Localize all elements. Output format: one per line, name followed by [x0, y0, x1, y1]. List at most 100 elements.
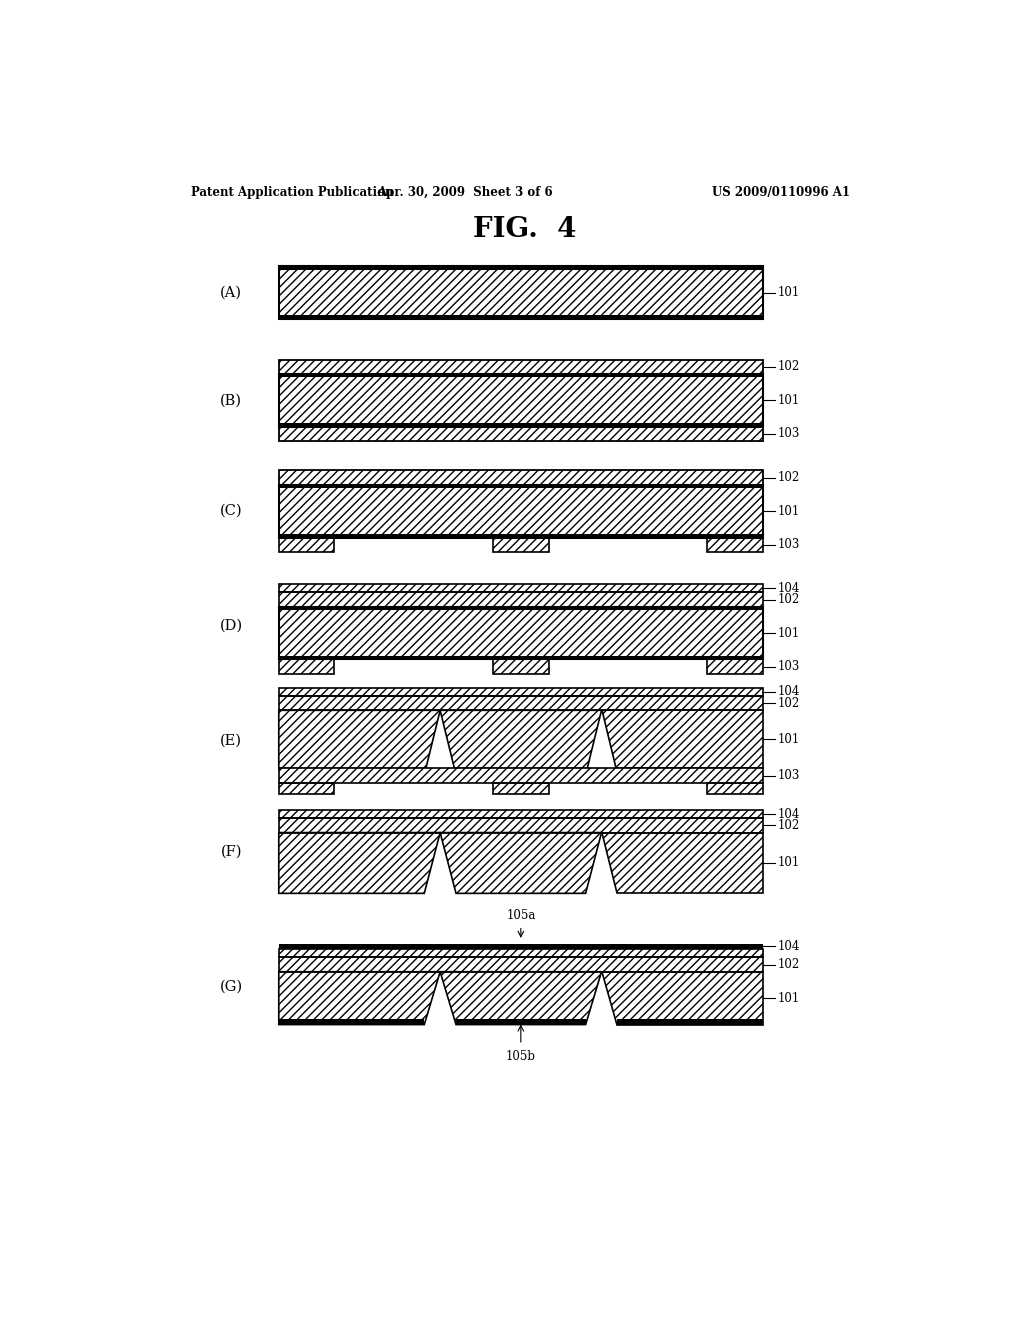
Bar	[279, 688, 763, 696]
Text: 102: 102	[777, 958, 800, 972]
Bar	[708, 660, 763, 673]
Text: 105b: 105b	[506, 1049, 536, 1063]
Text: 105a: 105a	[506, 908, 536, 921]
Bar	[617, 1019, 763, 1024]
Bar	[279, 267, 763, 319]
Bar	[279, 696, 763, 710]
Text: 101: 101	[777, 286, 800, 300]
Bar	[493, 783, 549, 795]
Text: 102: 102	[777, 593, 800, 606]
Bar	[279, 818, 763, 833]
Polygon shape	[279, 972, 440, 1024]
Text: 101: 101	[777, 393, 800, 407]
Text: 102: 102	[777, 360, 800, 374]
Bar	[279, 944, 763, 949]
Bar	[279, 768, 763, 783]
Bar	[279, 783, 335, 795]
Bar	[279, 656, 763, 660]
Bar	[279, 607, 763, 660]
Bar	[279, 583, 763, 593]
Bar	[279, 696, 763, 710]
Bar	[279, 583, 763, 593]
Text: 103: 103	[777, 770, 800, 781]
Bar	[708, 537, 763, 552]
Text: 104: 104	[777, 685, 800, 698]
Bar	[279, 809, 763, 818]
Bar	[279, 783, 335, 795]
Bar	[279, 688, 763, 696]
Bar	[279, 470, 763, 484]
Bar	[279, 484, 763, 488]
Text: 104: 104	[777, 940, 800, 953]
Bar	[279, 470, 763, 484]
Bar	[279, 696, 763, 710]
Bar	[279, 374, 763, 426]
Bar	[279, 1019, 295, 1024]
Text: 102: 102	[777, 471, 800, 484]
Bar	[279, 315, 763, 319]
Bar	[279, 607, 763, 660]
Text: 104: 104	[777, 582, 800, 594]
Text: (C): (C)	[220, 504, 243, 517]
Bar	[279, 818, 763, 833]
Bar	[279, 949, 763, 957]
Bar	[279, 593, 763, 607]
Bar	[279, 359, 763, 374]
Text: 101: 101	[777, 504, 800, 517]
Bar	[279, 267, 763, 269]
Bar	[279, 374, 763, 426]
Bar	[493, 660, 549, 673]
Text: Patent Application Publication: Patent Application Publication	[191, 186, 394, 199]
Bar	[456, 1019, 586, 1024]
Bar	[708, 783, 763, 795]
Bar	[493, 783, 549, 795]
Bar	[279, 768, 763, 783]
Text: 103: 103	[777, 539, 800, 552]
Polygon shape	[440, 833, 601, 894]
Bar	[279, 949, 763, 957]
Bar	[708, 537, 763, 552]
Polygon shape	[279, 833, 440, 894]
Bar	[708, 783, 763, 795]
Bar	[748, 1019, 763, 1024]
Bar	[708, 783, 763, 795]
Bar	[279, 484, 763, 537]
Polygon shape	[601, 972, 763, 1024]
Bar	[279, 957, 763, 972]
Bar	[279, 359, 763, 374]
Bar	[279, 470, 763, 484]
Bar	[493, 660, 549, 673]
Bar	[279, 537, 335, 552]
Bar	[279, 809, 763, 818]
Polygon shape	[440, 710, 601, 768]
Text: 101: 101	[777, 991, 800, 1005]
Text: (B): (B)	[220, 393, 242, 408]
Bar	[279, 484, 763, 537]
Text: FIG.  4: FIG. 4	[473, 216, 577, 243]
Text: 101: 101	[777, 733, 800, 746]
Bar	[708, 537, 763, 552]
Text: 102: 102	[777, 697, 800, 710]
Bar	[279, 267, 763, 319]
Bar	[279, 818, 763, 833]
Bar	[708, 660, 763, 673]
Bar	[279, 267, 763, 319]
Bar	[279, 660, 335, 673]
Bar	[279, 374, 763, 378]
Bar	[279, 359, 763, 374]
Text: 101: 101	[777, 627, 800, 640]
Bar	[279, 537, 335, 552]
Text: (G): (G)	[219, 979, 243, 994]
Bar	[493, 783, 549, 795]
Text: US 2009/0110996 A1: US 2009/0110996 A1	[712, 186, 850, 199]
Bar	[279, 426, 763, 441]
Text: (A): (A)	[220, 285, 242, 300]
Bar	[279, 809, 763, 818]
Polygon shape	[601, 833, 763, 894]
Polygon shape	[601, 710, 763, 768]
Text: (D): (D)	[219, 619, 243, 634]
Bar	[279, 593, 763, 607]
Text: 104: 104	[777, 808, 800, 821]
Text: 103: 103	[777, 428, 800, 441]
Bar	[279, 583, 763, 593]
